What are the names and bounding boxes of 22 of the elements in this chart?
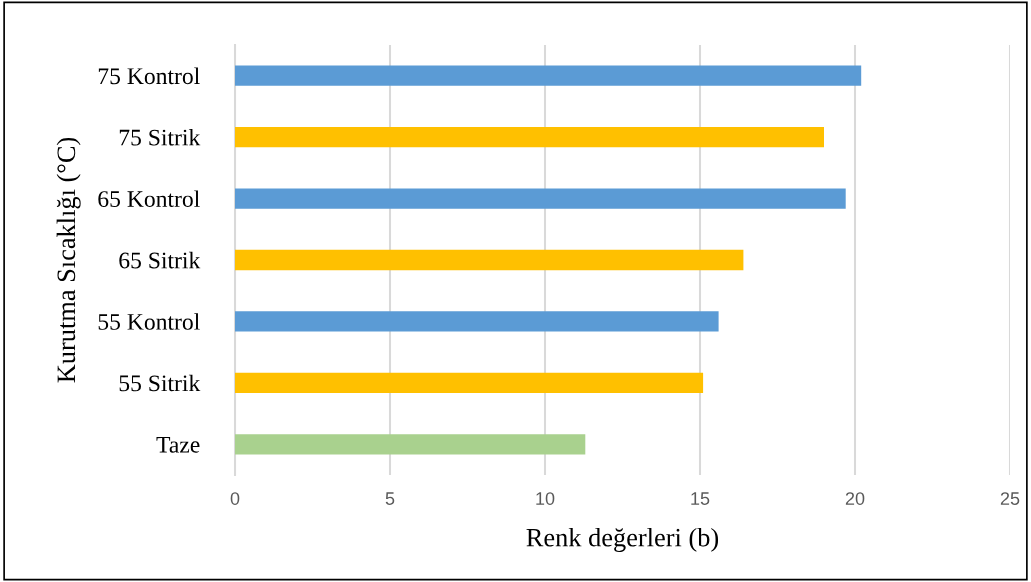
bar (235, 372, 704, 393)
bar (235, 188, 846, 209)
y-tick-label: 75 Kontrol (98, 67, 200, 85)
x-tick-label: 10 (536, 492, 555, 505)
y-tick-label: 75 Sitrik (119, 128, 201, 146)
y-tick-label: 65 Kontrol (98, 190, 200, 207)
x-axis-title: Renk değerleri (b) (526, 527, 719, 552)
x-tick-label: 25 (1000, 492, 1020, 505)
x-tick-label: 15 (691, 492, 710, 505)
y-tick-label: 65 Sitrik (119, 251, 201, 269)
y-tick-label: Taze (156, 437, 200, 453)
y-tick-label: 55 Sitrik (119, 374, 201, 392)
x-tick-label: 0 (230, 492, 240, 505)
bar (235, 249, 744, 271)
y-axis-title: Kurutma Sıcaklığı (°C) (56, 137, 81, 383)
x-tick-label: 20 (845, 492, 865, 505)
x-tick-label: 5 (385, 492, 395, 505)
bar (235, 127, 824, 148)
y-tick-label: 55 Kontrol (98, 313, 200, 330)
bar (235, 311, 719, 332)
bar (235, 434, 586, 455)
bar (235, 65, 862, 86)
